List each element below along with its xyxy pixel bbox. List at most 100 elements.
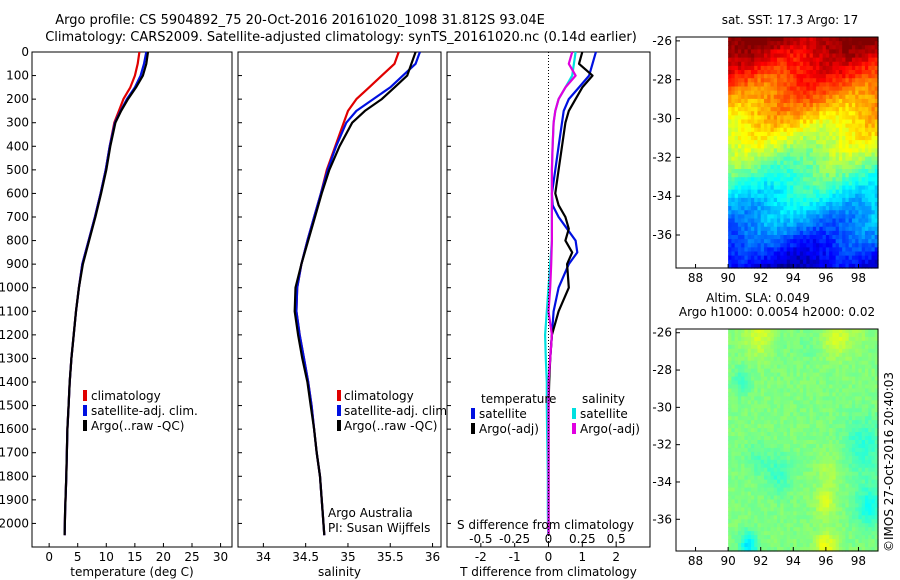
s-tick-label: 0 xyxy=(545,532,553,546)
x-tick-label: 34 xyxy=(256,550,271,564)
s-tick-label: -0.5 xyxy=(469,532,492,546)
map-title: Altim. SLA: 0.049 xyxy=(706,291,810,305)
legend-title: temperature xyxy=(481,392,556,406)
x-tick-label: 35 xyxy=(340,550,355,564)
y-tick-label: 1500 xyxy=(0,399,29,413)
x-tick-label: 92 xyxy=(753,271,768,285)
x-tick-label: 15 xyxy=(127,550,142,564)
s-tick-label: 0.5 xyxy=(607,532,626,546)
x-axis-label: temperature (deg C) xyxy=(70,565,193,579)
y-tick-label: 500 xyxy=(6,163,29,177)
x-tick-label: 92 xyxy=(753,554,768,568)
y-tick-label: 300 xyxy=(6,116,29,130)
legend-swatch xyxy=(337,405,341,416)
x-tick-label: 96 xyxy=(818,554,833,568)
x-tick-label: 94 xyxy=(786,554,801,568)
x-tick-label: 90 xyxy=(720,554,735,568)
x-tick-label: 94 xyxy=(786,271,801,285)
sla-field xyxy=(728,329,879,552)
y-tick-label: -36 xyxy=(652,512,672,526)
y-tick-label: 700 xyxy=(6,210,29,224)
x-tick-label: 35.5 xyxy=(377,550,404,564)
y-tick-label: 400 xyxy=(6,139,29,153)
series-line xyxy=(63,51,150,536)
x-tick-label: 34.5 xyxy=(292,550,319,564)
legend-swatch xyxy=(572,423,576,434)
annotation-text: PI: Susan Wijffels xyxy=(328,521,430,535)
y-tick-label: 100 xyxy=(6,69,29,83)
y-tick-label: 1900 xyxy=(0,493,29,507)
y-tick-label: -26 xyxy=(652,326,672,340)
y-tick-label: -36 xyxy=(652,228,672,242)
y-tick-label: -28 xyxy=(652,363,672,377)
y-tick-label: 1800 xyxy=(0,469,29,483)
header-line1: Argo profile: CS 5904892_75 20-Oct-2016 … xyxy=(55,13,545,28)
y-tick-label: 1400 xyxy=(0,375,29,389)
credit-text: ©IMOS 27-Oct-2016 20:40:03 xyxy=(882,372,896,552)
legend-swatch xyxy=(83,390,87,401)
x-axis-label: salinity xyxy=(318,565,361,579)
legend-label: climatology xyxy=(91,389,161,403)
y-tick-label: 200 xyxy=(6,92,29,106)
y-tick-label: -28 xyxy=(652,73,672,87)
x-tick-label: 2 xyxy=(612,550,620,564)
temperature-panel: 0100200300400500600700800900100011001200… xyxy=(0,45,233,579)
sst-field xyxy=(728,37,879,269)
x-tick-label: 96 xyxy=(818,271,833,285)
legend-label: satellite xyxy=(479,407,527,421)
s-axis-label: S difference from climatology xyxy=(457,518,634,532)
x-tick-label: 25 xyxy=(184,550,199,564)
x-tick-label: -2 xyxy=(475,550,487,564)
legend-swatch xyxy=(337,420,341,431)
x-tick-label: 5 xyxy=(74,550,82,564)
difference-panel: -2 -1 0 1 2T difference from climatology -0.5… xyxy=(446,51,651,579)
legend-swatch xyxy=(83,420,87,431)
map-title: sat. SST: 17.3 Argo: 17 xyxy=(722,13,859,27)
y-tick-label: 1000 xyxy=(0,281,29,295)
y-tick-label: -32 xyxy=(652,150,672,164)
x-tick-label: -1 xyxy=(509,550,521,564)
y-tick-label: 800 xyxy=(6,234,29,248)
legend-label: climatology xyxy=(344,389,414,403)
y-tick-label: 1300 xyxy=(0,351,29,365)
y-tick-label: 1700 xyxy=(0,446,29,460)
legend-swatch xyxy=(337,390,341,401)
x-tick-label: 88 xyxy=(688,554,703,568)
legend-label: satellite-adj. clim. xyxy=(91,404,198,418)
map-border xyxy=(675,36,879,269)
sst-map-panel: sat. SST: 17.3 Argo: 17 88 90 92 94 96 98 -26 -2… xyxy=(652,13,879,285)
s-tick-label: 0.25 xyxy=(569,532,596,546)
x-tick-label: 0 xyxy=(45,550,53,564)
legend-label: satellite xyxy=(580,407,628,421)
y-tick-label: -30 xyxy=(652,112,672,126)
y-tick-label: 1600 xyxy=(0,422,29,436)
map-title: Argo h1000: 0.0054 h2000: 0.02 xyxy=(679,305,875,319)
legend-label: Argo(..raw -QC) xyxy=(91,419,184,433)
x-axis-label: T difference from climatology xyxy=(459,565,637,579)
x-tick-label: 90 xyxy=(720,271,735,285)
legend-label: Argo(..raw -QC) xyxy=(344,419,437,433)
x-tick-label: 30 xyxy=(213,550,228,564)
x-tick-label: 98 xyxy=(851,271,866,285)
y-tick-label: -34 xyxy=(652,475,672,489)
y-tick-label: 1200 xyxy=(0,328,29,342)
y-tick-label: 600 xyxy=(6,186,29,200)
plot-area xyxy=(237,51,442,548)
y-tick-label: 0 xyxy=(21,45,29,59)
legend-swatch xyxy=(572,408,576,419)
x-tick-label: 10 xyxy=(99,550,114,564)
x-tick-label: 36 xyxy=(425,550,440,564)
x-tick-label: 88 xyxy=(688,271,703,285)
y-tick-label: 2000 xyxy=(0,516,29,530)
salinity-panel: 34 34.5 35 35.5 36 salinity climatologysatelli… xyxy=(237,51,451,579)
legend-swatch xyxy=(471,408,475,419)
x-tick-label: 1 xyxy=(579,550,587,564)
y-tick-label: 1100 xyxy=(0,304,29,318)
y-tick-label: -32 xyxy=(652,438,672,452)
legend-swatch xyxy=(471,423,475,434)
annotation-text: Argo Australia xyxy=(328,506,413,520)
legend-label: Argo(-adj) xyxy=(580,422,640,436)
legend-title: salinity xyxy=(582,392,625,406)
x-tick-label: 0 xyxy=(545,550,553,564)
